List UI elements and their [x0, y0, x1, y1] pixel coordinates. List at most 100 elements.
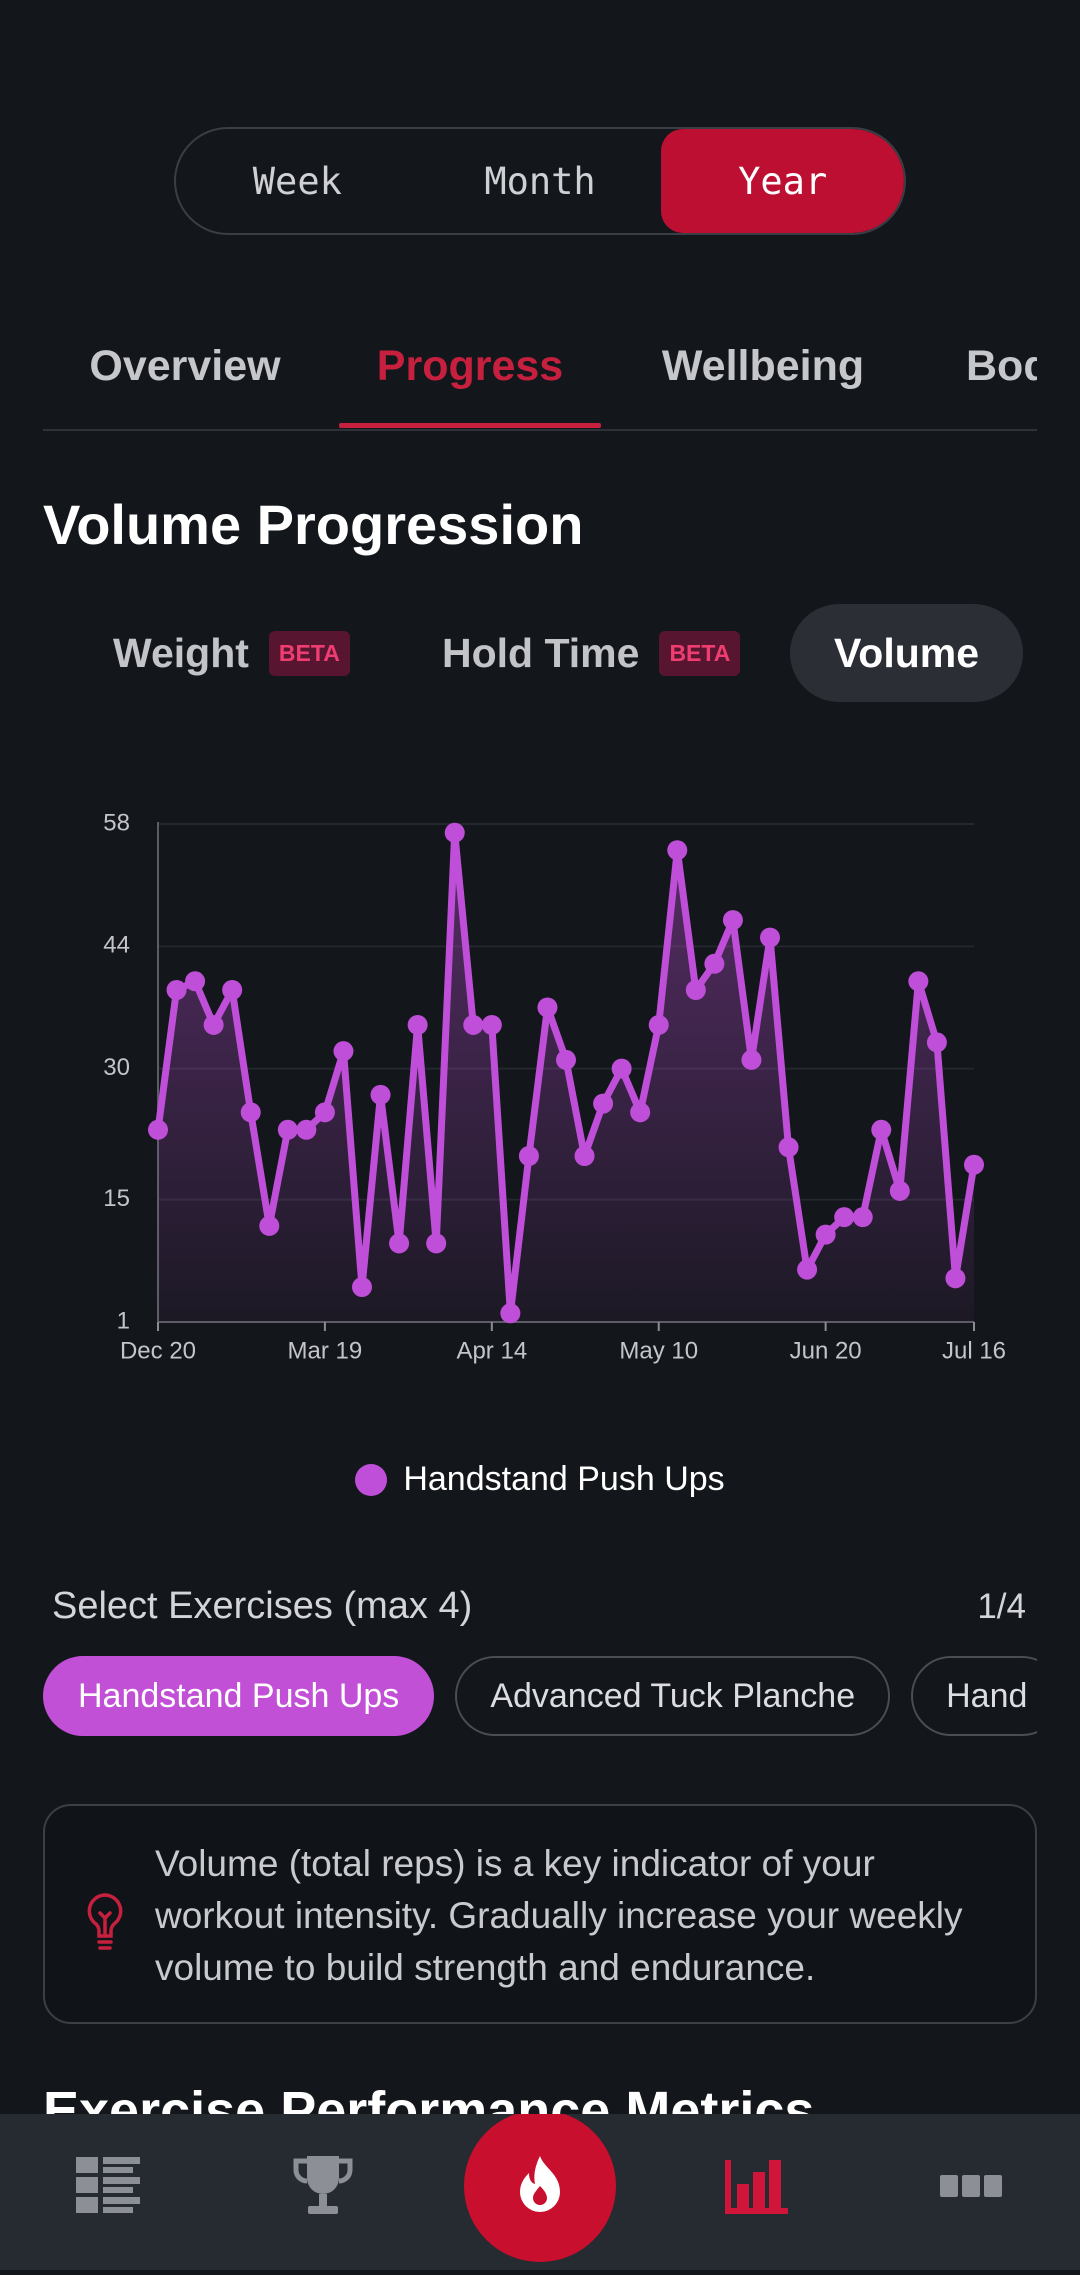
point [314, 1102, 335, 1123]
tip-text: volume to build strength and endurance. [155, 1947, 816, 1988]
section-title: Volume Progression [43, 493, 584, 556]
tip-box: Volume (total reps) is a key indicator o… [43, 1804, 1037, 2024]
point [722, 910, 743, 931]
exercise-chips: Handstand Push Ups Advanced Tuck Planche H… [43, 1656, 1037, 1740]
x-tick-label: May 10 [619, 1337, 698, 1364]
exercise-chip[interactable]: Advanced Tuck Planche [455, 1656, 891, 1736]
point [556, 1049, 576, 1070]
exercise-chip[interactable]: Hand [911, 1656, 1037, 1736]
period-tab[interactable]: Year [661, 129, 904, 233]
point [481, 1014, 502, 1035]
metric-tab[interactable]: Weight BETA [113, 604, 350, 702]
point [797, 1259, 818, 1280]
legend: Handstand Push Ups [0, 1460, 1080, 1499]
point [760, 927, 780, 948]
point [648, 1014, 669, 1035]
period-tab[interactable]: Week [252, 159, 342, 203]
x-tick-label: Jul 16 [942, 1337, 1006, 1364]
period-tab[interactable]: Month [484, 159, 596, 203]
period-selector: Week Month Year [174, 127, 906, 235]
metric-label: Hold Time [442, 629, 640, 676]
nav-progress[interactable] [725, 2160, 788, 2214]
beta-badge: BETA [659, 630, 741, 676]
metric-tab[interactable]: Volume [790, 604, 1024, 702]
tabs-divider [43, 429, 1037, 431]
point [500, 1303, 521, 1324]
point [778, 1137, 799, 1158]
point [593, 1093, 614, 1114]
point [444, 822, 465, 843]
point [352, 1277, 372, 1298]
y-tick-label: 30 [103, 1054, 130, 1081]
y-tick-label: 58 [103, 809, 130, 836]
metric-label: Volume [834, 629, 980, 676]
nav-more[interactable] [940, 2175, 1002, 2197]
select-count: 1/4 [977, 1587, 1026, 1626]
point [148, 1119, 168, 1140]
point [370, 1084, 391, 1105]
nav-workouts[interactable] [76, 2157, 140, 2213]
point [277, 1119, 298, 1140]
flame-icon [520, 2156, 560, 2212]
tab-underline [339, 423, 601, 428]
nav-achievements[interactable] [293, 2156, 353, 2214]
y-tick-label: 44 [103, 932, 130, 959]
point [964, 1154, 984, 1175]
point [574, 1146, 595, 1166]
exercise-chip[interactable]: Handstand Push Ups [43, 1656, 435, 1736]
bottom-nav-icons [76, 2110, 1002, 2262]
point [852, 1207, 873, 1228]
legend-swatch [355, 1463, 388, 1496]
point [630, 1102, 651, 1123]
x-tick-label: Apr 14 [456, 1337, 527, 1364]
section-tab[interactable]: Bod [966, 342, 1037, 390]
point [945, 1268, 966, 1289]
point [611, 1058, 632, 1079]
y-tick-label: 1 [117, 1307, 130, 1334]
bottom-nav [0, 2110, 1080, 2270]
point [296, 1119, 317, 1140]
point [333, 1041, 354, 1062]
point [222, 980, 243, 1000]
point [259, 1215, 280, 1236]
point [166, 980, 187, 1000]
section-tab[interactable]: Overview [89, 342, 281, 390]
y-tick-label: 15 [103, 1185, 130, 1212]
point [389, 1233, 410, 1254]
bulb-icon [87, 1893, 123, 1950]
point [926, 1032, 947, 1053]
point [685, 980, 706, 1000]
x-tick-label: Jun 20 [790, 1337, 862, 1364]
metric-label: Weight [113, 629, 249, 676]
point [426, 1233, 447, 1254]
section-tab[interactable]: Progress [376, 342, 564, 390]
point [834, 1207, 855, 1228]
x-tick-label: Mar 19 [288, 1337, 363, 1364]
point [518, 1146, 539, 1166]
point [407, 1014, 428, 1035]
point [871, 1119, 892, 1140]
point [889, 1180, 910, 1201]
x-tick-label: Dec 20 [120, 1337, 196, 1364]
section-tab[interactable]: Wellbeing [661, 342, 865, 390]
point [667, 840, 688, 861]
point [185, 971, 206, 992]
beta-badge: BETA [268, 630, 350, 676]
point [240, 1102, 261, 1123]
chart: 1 15 30 44 58 Dec 20 Mar 19 Apr 14 May 10 Jun 20 J… [103, 809, 1006, 1364]
tip-text: Volume (total reps) is a key indicator o… [155, 1843, 875, 1884]
point [537, 997, 558, 1018]
point [815, 1224, 836, 1245]
point [908, 971, 929, 992]
legend-label: Handstand Push Ups [403, 1460, 725, 1498]
point [741, 1049, 762, 1070]
point [203, 1014, 224, 1035]
section-tabs: Overview Progress Wellbeing Bod [0, 330, 1037, 430]
point [704, 953, 725, 974]
nav-start[interactable] [464, 2110, 616, 2262]
select-title: Select Exercises (max 4) [52, 1585, 473, 1627]
point [463, 1014, 484, 1035]
tip-text: workout intensity. Gradually increase yo… [155, 1895, 963, 1936]
metric-tab[interactable]: Hold Time BETA [442, 604, 741, 702]
